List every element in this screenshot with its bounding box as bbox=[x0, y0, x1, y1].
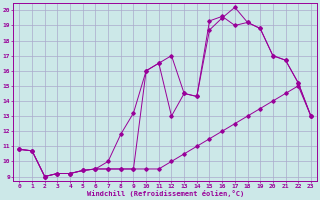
X-axis label: Windchill (Refroidissement éolien,°C): Windchill (Refroidissement éolien,°C) bbox=[86, 190, 244, 197]
